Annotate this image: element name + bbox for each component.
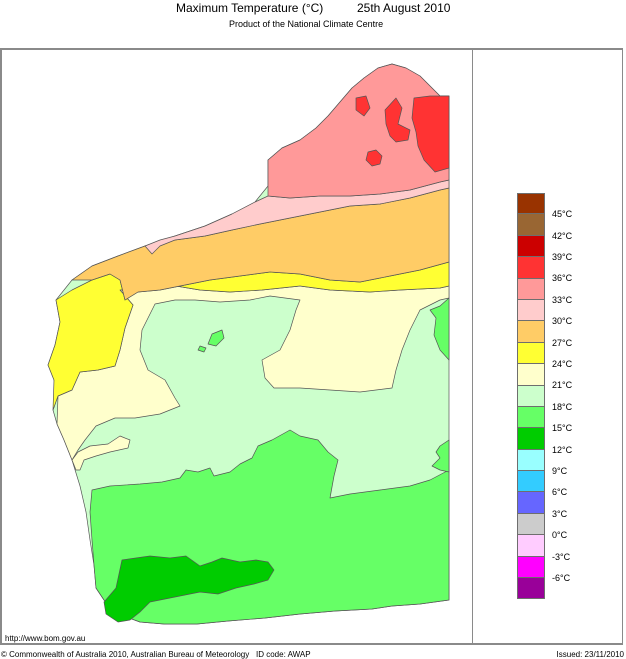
temperature-map bbox=[47, 63, 450, 625]
map-subtitle: Product of the National Climate Centre bbox=[229, 19, 384, 29]
zone-36-39-central bbox=[384, 97, 411, 143]
legend-swatch-21-24 bbox=[517, 364, 545, 386]
legend-swatch-18-21 bbox=[517, 385, 545, 407]
legend-swatch-minus3-0 bbox=[517, 535, 545, 557]
legend-swatch-39-42 bbox=[517, 235, 545, 258]
map-date: 25th August 2010 bbox=[357, 1, 451, 15]
legend-swatch-below-minus6 bbox=[517, 578, 545, 600]
id-code: ID code: AWAP bbox=[256, 650, 311, 659]
legend-divider bbox=[472, 48, 473, 645]
legend-swatch-3-6 bbox=[517, 492, 545, 514]
zone-36-39-east bbox=[411, 95, 450, 173]
zone-15-18-east2 bbox=[431, 439, 450, 473]
legend-label: 45°C bbox=[552, 209, 573, 219]
legend-swatch-33-36 bbox=[517, 278, 545, 300]
map-title: Maximum Temperature (°C) bbox=[176, 1, 324, 15]
zone-15-18-islands bbox=[197, 329, 225, 353]
legend-label: 42°C bbox=[552, 231, 573, 241]
legend-swatch-30-33 bbox=[517, 299, 545, 322]
legend-swatch-42-45 bbox=[517, 214, 545, 236]
legend-swatch-0-3 bbox=[517, 513, 545, 536]
legend-label: 9°C bbox=[552, 466, 568, 476]
chart-header: Maximum Temperature (°C) 25th August 201… bbox=[0, 0, 626, 18]
legend-swatch-6-9 bbox=[517, 471, 545, 493]
legend-label: 27°C bbox=[552, 338, 573, 348]
legend-label: 39°C bbox=[552, 252, 573, 262]
legend-swatch-24-27 bbox=[517, 342, 545, 365]
legend-label: 12°C bbox=[552, 445, 573, 455]
legend-swatch-15-18 bbox=[517, 406, 545, 429]
map-frame bbox=[0, 48, 623, 645]
legend-label: 0°C bbox=[552, 530, 568, 540]
source-url: http://www.bom.gov.au bbox=[5, 634, 86, 643]
legend-label: 30°C bbox=[552, 316, 573, 326]
legend-label: 3°C bbox=[552, 509, 568, 519]
legend-label: -3°C bbox=[552, 552, 571, 562]
legend-label: 18°C bbox=[552, 402, 573, 412]
legend-label: 21°C bbox=[552, 380, 573, 390]
legend-label: 33°C bbox=[552, 295, 573, 305]
legend-label: 15°C bbox=[552, 423, 573, 433]
legend-swatch-minus6-minus3 bbox=[517, 556, 545, 579]
legend-swatch-9-12 bbox=[517, 449, 545, 472]
zone-33-36 bbox=[267, 63, 450, 199]
legend-label: 24°C bbox=[552, 359, 573, 369]
legend-swatch-36-39 bbox=[517, 257, 545, 279]
zone-36-39-west bbox=[355, 95, 371, 117]
legend-label: -6°C bbox=[552, 573, 571, 583]
zone-36-39-spot bbox=[365, 149, 383, 167]
zone-21-24-west bbox=[71, 435, 131, 471]
legend-label: 6°C bbox=[552, 487, 568, 497]
legend-swatch-12-15 bbox=[517, 428, 545, 450]
issued-date: Issued: 23/11/2010 bbox=[556, 650, 624, 659]
zone-15-18-east bbox=[429, 297, 450, 361]
zone-12-15 bbox=[103, 555, 275, 623]
temperature-legend bbox=[517, 193, 545, 600]
legend-swatch-27-30 bbox=[517, 321, 545, 343]
zone-30-33 bbox=[144, 179, 450, 255]
copyright-notice: © Commonwealth of Australia 2010, Austra… bbox=[1, 650, 250, 659]
legend-label: 36°C bbox=[552, 273, 573, 283]
legend-swatch-45-48 bbox=[517, 193, 545, 215]
